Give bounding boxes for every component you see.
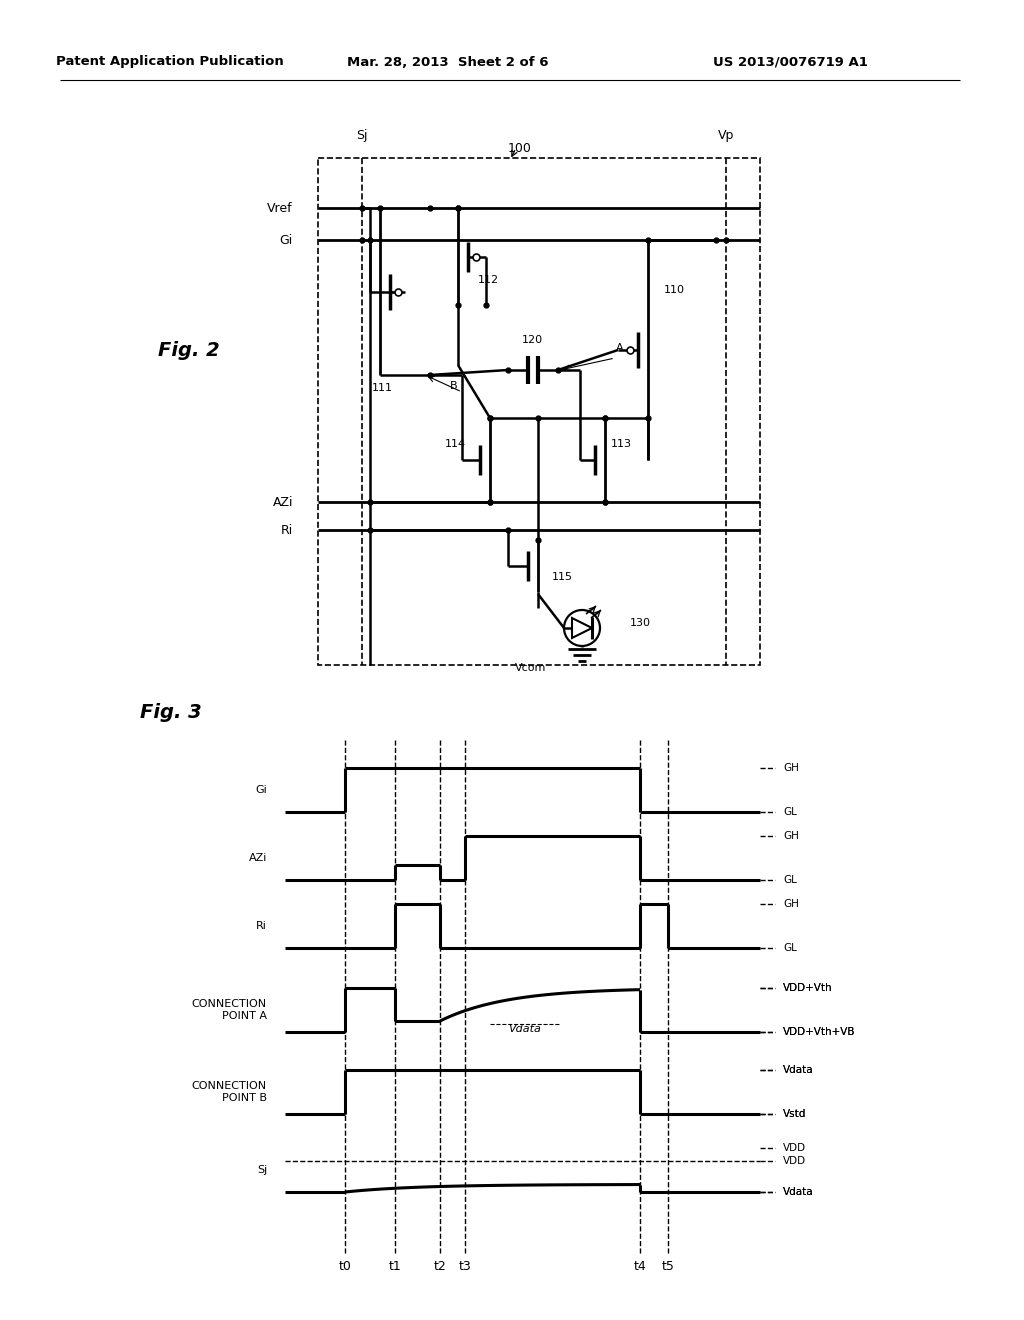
- Text: GH: GH: [783, 763, 799, 774]
- Text: Gi: Gi: [280, 234, 293, 247]
- Text: VDD+Vth: VDD+Vth: [783, 983, 833, 993]
- Text: Vdata: Vdata: [783, 1187, 814, 1197]
- Text: Fig. 3: Fig. 3: [140, 702, 202, 722]
- Text: Vstd: Vstd: [783, 1109, 806, 1119]
- Text: Ri: Ri: [256, 921, 267, 931]
- Text: 110: 110: [664, 285, 685, 294]
- Text: Vref: Vref: [267, 202, 293, 214]
- Text: t1: t1: [389, 1261, 401, 1274]
- Text: A: A: [616, 343, 624, 352]
- Text: t3: t3: [459, 1261, 471, 1274]
- Text: Vdata: Vdata: [783, 1187, 814, 1197]
- Text: 114: 114: [444, 440, 466, 449]
- Text: 100: 100: [508, 141, 531, 154]
- Text: Gi: Gi: [255, 785, 267, 795]
- Text: US 2013/0076719 A1: US 2013/0076719 A1: [713, 55, 867, 69]
- Text: GL: GL: [783, 807, 797, 817]
- Text: VDD+Vth+VB: VDD+Vth+VB: [783, 1027, 855, 1038]
- Text: t4: t4: [634, 1261, 646, 1274]
- Text: Sj: Sj: [257, 1166, 267, 1175]
- Text: GL: GL: [783, 942, 797, 953]
- Text: 112: 112: [478, 275, 499, 285]
- Text: 130: 130: [630, 618, 651, 628]
- Text: Vcom: Vcom: [515, 663, 546, 673]
- Text: AZi: AZi: [272, 495, 293, 508]
- Text: VDD+Vth: VDD+Vth: [783, 983, 833, 993]
- Text: t2: t2: [433, 1261, 446, 1274]
- Text: Vdata: Vdata: [783, 1065, 814, 1074]
- Text: CONNECTION
POINT A: CONNECTION POINT A: [191, 999, 267, 1020]
- Text: 113: 113: [610, 440, 632, 449]
- Text: t0: t0: [339, 1261, 351, 1274]
- Text: Patent Application Publication: Patent Application Publication: [56, 55, 284, 69]
- Text: B: B: [451, 381, 458, 391]
- Text: VDD: VDD: [783, 1156, 806, 1166]
- Text: Vp: Vp: [718, 129, 734, 143]
- Bar: [318, 158, 760, 665]
- Text: Fig. 2: Fig. 2: [158, 341, 220, 359]
- Text: AZi: AZi: [249, 853, 267, 863]
- Text: Vdata: Vdata: [509, 1024, 542, 1034]
- Text: Sj: Sj: [356, 129, 368, 143]
- Text: Vstd: Vstd: [783, 1109, 806, 1119]
- Text: Ri: Ri: [281, 524, 293, 536]
- Text: GL: GL: [783, 875, 797, 884]
- Text: CONNECTION
POINT B: CONNECTION POINT B: [191, 1081, 267, 1102]
- Text: VDD: VDD: [783, 1143, 806, 1152]
- Text: VDD+Vth+VB: VDD+Vth+VB: [783, 1027, 855, 1038]
- Text: 111: 111: [372, 383, 393, 393]
- Text: Vdata: Vdata: [783, 1065, 814, 1074]
- Text: 120: 120: [521, 335, 543, 345]
- Text: t5: t5: [662, 1261, 675, 1274]
- Text: GH: GH: [783, 899, 799, 909]
- Text: GH: GH: [783, 832, 799, 841]
- Text: 115: 115: [552, 572, 572, 582]
- Text: Mar. 28, 2013  Sheet 2 of 6: Mar. 28, 2013 Sheet 2 of 6: [347, 55, 549, 69]
